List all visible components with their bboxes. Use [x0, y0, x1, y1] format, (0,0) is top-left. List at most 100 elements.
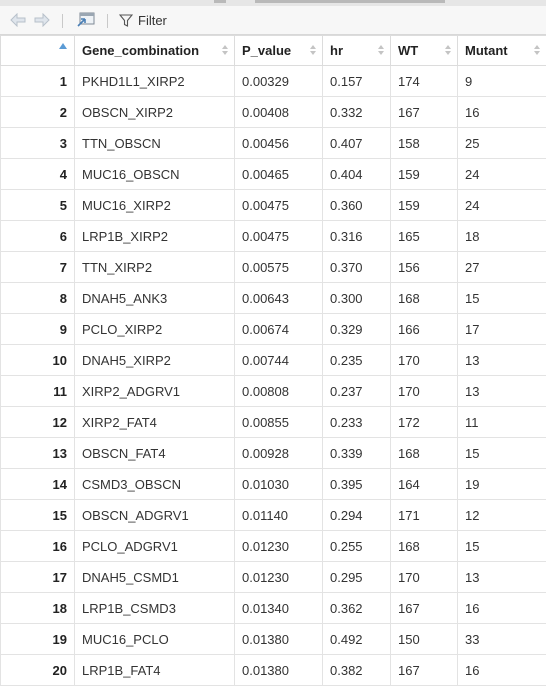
row-number-cell[interactable]: 16 [0, 530, 75, 562]
hr-cell[interactable]: 0.157 [322, 65, 391, 97]
mutant-cell[interactable]: 13 [457, 344, 546, 376]
wt-cell[interactable]: 167 [390, 96, 458, 128]
wt-cell[interactable]: 168 [390, 282, 458, 314]
wt-cell[interactable]: 166 [390, 313, 458, 345]
gene-combination-cell[interactable]: MUC16_PCLO [74, 623, 235, 655]
table-row[interactable]: 18 LRP1B_CSMD3 0.01340 0.362 167 16 [0, 592, 546, 624]
gene-combination-cell[interactable]: TTN_OBSCN [74, 127, 235, 159]
open-in-new-window-icon[interactable] [75, 11, 97, 29]
hr-cell[interactable]: 0.360 [322, 189, 391, 221]
table-row[interactable]: 9 PCLO_XIRP2 0.00674 0.329 166 17 [0, 313, 546, 345]
table-row[interactable]: 17 DNAH5_CSMD1 0.01230 0.295 170 13 [0, 561, 546, 593]
mutant-cell[interactable]: 15 [457, 530, 546, 562]
wt-cell[interactable]: 168 [390, 530, 458, 562]
gene-combination-cell[interactable]: PKHD1L1_XIRP2 [74, 65, 235, 97]
table-row[interactable]: 1 PKHD1L1_XIRP2 0.00329 0.157 174 9 [0, 65, 546, 97]
p-value-cell[interactable]: 0.00744 [234, 344, 323, 376]
gene-combination-cell[interactable]: DNAH5_XIRP2 [74, 344, 235, 376]
table-row[interactable]: 5 MUC16_XIRP2 0.00475 0.360 159 24 [0, 189, 546, 221]
wt-cell[interactable]: 171 [390, 499, 458, 531]
wt-cell[interactable]: 170 [390, 375, 458, 407]
row-number-cell[interactable]: 17 [0, 561, 75, 593]
hr-cell[interactable]: 0.382 [322, 654, 391, 686]
column-header-hr[interactable]: hr [322, 35, 391, 66]
p-value-cell[interactable]: 0.00674 [234, 313, 323, 345]
hr-cell[interactable]: 0.294 [322, 499, 391, 531]
p-value-cell[interactable]: 0.00475 [234, 189, 323, 221]
wt-cell[interactable]: 167 [390, 654, 458, 686]
row-number-cell[interactable]: 7 [0, 251, 75, 283]
p-value-cell[interactable]: 0.00643 [234, 282, 323, 314]
mutant-cell[interactable]: 16 [457, 654, 546, 686]
wt-cell[interactable]: 159 [390, 189, 458, 221]
table-row[interactable]: 13 OBSCN_FAT4 0.00928 0.339 168 15 [0, 437, 546, 469]
gene-combination-cell[interactable]: DNAH5_CSMD1 [74, 561, 235, 593]
wt-cell[interactable]: 158 [390, 127, 458, 159]
gene-combination-cell[interactable]: CSMD3_OBSCN [74, 468, 235, 500]
table-row[interactable]: 14 CSMD3_OBSCN 0.01030 0.395 164 19 [0, 468, 546, 500]
p-value-cell[interactable]: 0.00808 [234, 375, 323, 407]
hr-cell[interactable]: 0.235 [322, 344, 391, 376]
mutant-cell[interactable]: 13 [457, 561, 546, 593]
row-number-cell[interactable]: 1 [0, 65, 75, 97]
wt-cell[interactable]: 164 [390, 468, 458, 500]
hr-cell[interactable]: 0.395 [322, 468, 391, 500]
row-number-cell[interactable]: 14 [0, 468, 75, 500]
table-row[interactable]: 2 OBSCN_XIRP2 0.00408 0.332 167 16 [0, 96, 546, 128]
table-row[interactable]: 4 MUC16_OBSCN 0.00465 0.404 159 24 [0, 158, 546, 190]
p-value-cell[interactable]: 0.00456 [234, 127, 323, 159]
hr-cell[interactable]: 0.492 [322, 623, 391, 655]
gene-combination-cell[interactable]: LRP1B_XIRP2 [74, 220, 235, 252]
table-row[interactable]: 11 XIRP2_ADGRV1 0.00808 0.237 170 13 [0, 375, 546, 407]
mutant-cell[interactable]: 11 [457, 406, 546, 438]
wt-cell[interactable]: 174 [390, 65, 458, 97]
hr-cell[interactable]: 0.329 [322, 313, 391, 345]
column-header-mutant[interactable]: Mutant [457, 35, 546, 66]
table-row[interactable]: 16 PCLO_ADGRV1 0.01230 0.255 168 15 [0, 530, 546, 562]
p-value-cell[interactable]: 0.01030 [234, 468, 323, 500]
gene-combination-cell[interactable]: MUC16_OBSCN [74, 158, 235, 190]
mutant-cell[interactable]: 24 [457, 189, 546, 221]
p-value-cell[interactable]: 0.00575 [234, 251, 323, 283]
hr-cell[interactable]: 0.316 [322, 220, 391, 252]
gene-combination-cell[interactable]: PCLO_XIRP2 [74, 313, 235, 345]
hr-cell[interactable]: 0.407 [322, 127, 391, 159]
gene-combination-cell[interactable]: XIRP2_FAT4 [74, 406, 235, 438]
mutant-cell[interactable]: 9 [457, 65, 546, 97]
p-value-cell[interactable]: 0.00855 [234, 406, 323, 438]
p-value-cell[interactable]: 0.01230 [234, 561, 323, 593]
row-number-cell[interactable]: 18 [0, 592, 75, 624]
hr-cell[interactable]: 0.255 [322, 530, 391, 562]
hr-cell[interactable]: 0.370 [322, 251, 391, 283]
table-row[interactable]: 12 XIRP2_FAT4 0.00855 0.233 172 11 [0, 406, 546, 438]
wt-cell[interactable]: 170 [390, 561, 458, 593]
hr-cell[interactable]: 0.339 [322, 437, 391, 469]
p-value-cell[interactable]: 0.01380 [234, 654, 323, 686]
mutant-cell[interactable]: 19 [457, 468, 546, 500]
gene-combination-cell[interactable]: XIRP2_ADGRV1 [74, 375, 235, 407]
mutant-cell[interactable]: 16 [457, 96, 546, 128]
p-value-cell[interactable]: 0.00329 [234, 65, 323, 97]
p-value-cell[interactable]: 0.01380 [234, 623, 323, 655]
table-row[interactable]: 15 OBSCN_ADGRV1 0.01140 0.294 171 12 [0, 499, 546, 531]
row-number-cell[interactable]: 6 [0, 220, 75, 252]
column-header-wt[interactable]: WT [390, 35, 458, 66]
row-number-cell[interactable]: 15 [0, 499, 75, 531]
row-number-cell[interactable]: 4 [0, 158, 75, 190]
mutant-cell[interactable]: 15 [457, 282, 546, 314]
hr-cell[interactable]: 0.404 [322, 158, 391, 190]
row-number-cell[interactable]: 19 [0, 623, 75, 655]
gene-combination-cell[interactable]: PCLO_ADGRV1 [74, 530, 235, 562]
filter-button[interactable]: Filter [119, 11, 179, 29]
table-row[interactable]: 3 TTN_OBSCN 0.00456 0.407 158 25 [0, 127, 546, 159]
wt-cell[interactable]: 165 [390, 220, 458, 252]
mutant-cell[interactable]: 24 [457, 158, 546, 190]
gene-combination-cell[interactable]: OBSCN_XIRP2 [74, 96, 235, 128]
wt-cell[interactable]: 150 [390, 623, 458, 655]
table-row[interactable]: 10 DNAH5_XIRP2 0.00744 0.235 170 13 [0, 344, 546, 376]
table-row[interactable]: 19 MUC16_PCLO 0.01380 0.492 150 33 [0, 623, 546, 655]
table-row[interactable]: 7 TTN_XIRP2 0.00575 0.370 156 27 [0, 251, 546, 283]
mutant-cell[interactable]: 17 [457, 313, 546, 345]
mutant-cell[interactable]: 33 [457, 623, 546, 655]
wt-cell[interactable]: 172 [390, 406, 458, 438]
